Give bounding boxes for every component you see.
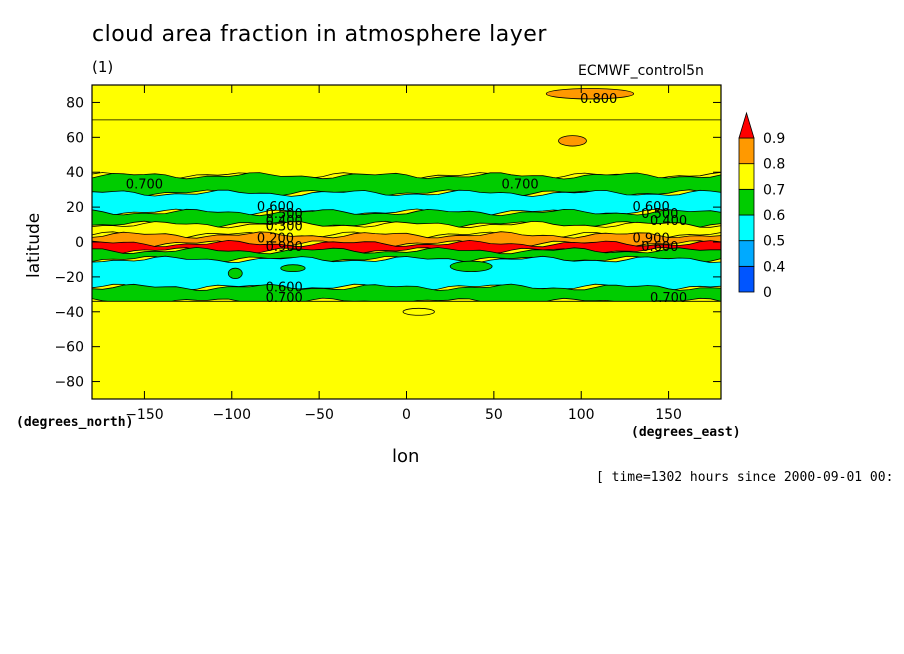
contour-blob-5 [402,307,435,316]
contour-label: 0.400 [650,214,687,229]
model-label: ECMWF_control5n [578,63,704,79]
contour-label: 0.700 [126,177,163,192]
colorbar-segment [738,265,755,293]
axes: −150 −100 −50 0 50 100 150 80 60 40 20 0 −20 −40 −60 −8… [54,84,722,423]
contour-label: 0.600 [633,200,670,215]
x-tick-label: −50 [304,407,334,423]
contour-blob-0 [545,88,635,100]
colorbar-segment [738,240,755,267]
colorbar-label: 0.4 [763,259,785,275]
colorbar-label: 0.8 [763,157,785,173]
x-tick-label: −150 [125,407,163,423]
y-tick-label: −20 [54,270,84,286]
x-tick-label: 50 [485,407,503,423]
colorbar-label: 0.7 [763,182,785,198]
lat-band-1 [91,119,722,180]
time-annotation: [ time=1302 hours since 2000-09-01 00: [596,470,894,485]
colorbar-segment [738,163,755,190]
colorbar-label: 0.9 [763,131,785,147]
contour-label: 0.700 [650,291,687,306]
y-tick-label: 0 [75,235,84,251]
contour-blob-3 [449,260,493,273]
x-axis-unit: (degrees_east) [631,425,741,440]
contour-label: 0.500 [266,207,303,222]
contour-label: 0.800 [580,92,617,107]
y-tick-label: −60 [54,340,84,356]
contour-label: 0.600 [266,280,303,295]
colorbar-segment [738,137,755,165]
lat-band-11 [91,300,722,400]
contour-label: 0.400 [266,214,303,229]
colorbar-arrow [738,111,755,139]
contour-blob-1 [558,135,587,147]
chart-title: cloud area fraction in atmosphere layer [92,22,547,47]
y-tick-label: 60 [66,130,84,146]
y-tick-label: −80 [54,375,84,391]
x-tick-label: 100 [568,407,595,423]
contour-blob-2 [280,264,306,273]
y-tick-label: 40 [66,165,84,181]
contour-label: 0.700 [501,177,538,192]
x-axis-label: lon [392,446,420,467]
y-tick-label: −40 [54,305,84,321]
x-tick-label: 150 [655,407,682,423]
colorbar-label: 0 [763,285,772,301]
colorbar-segment [738,214,755,242]
colorbar: 0 0.4 0.5 0.6 0.7 0.8 0.9 [738,111,785,301]
lat-band-9 [91,255,722,292]
y-tick-label: 80 [66,95,84,111]
colorbar-label: 0.6 [763,208,785,224]
contour-label: 0.200 [257,232,294,247]
contour-label: 0.900 [266,240,303,255]
contour-label: 0.900 [633,232,670,247]
contour-label: 0.700 [266,291,303,306]
y-axis-unit: (degrees_north) [16,415,134,430]
x-tick-label: −100 [213,407,251,423]
contour-label: 0.600 [257,200,294,215]
contour-label: 0.300 [266,219,303,234]
y-tick-label: 20 [66,200,84,216]
contour-label: 0.600 [641,240,678,255]
contour-blob-4 [227,267,243,280]
colorbar-label: 0.5 [763,234,785,250]
x-tick-label: 0 [402,407,411,423]
chart-subtitle: (1) [92,58,114,76]
contour-label: 0.500 [641,207,678,222]
colorbar-segment [738,188,755,216]
